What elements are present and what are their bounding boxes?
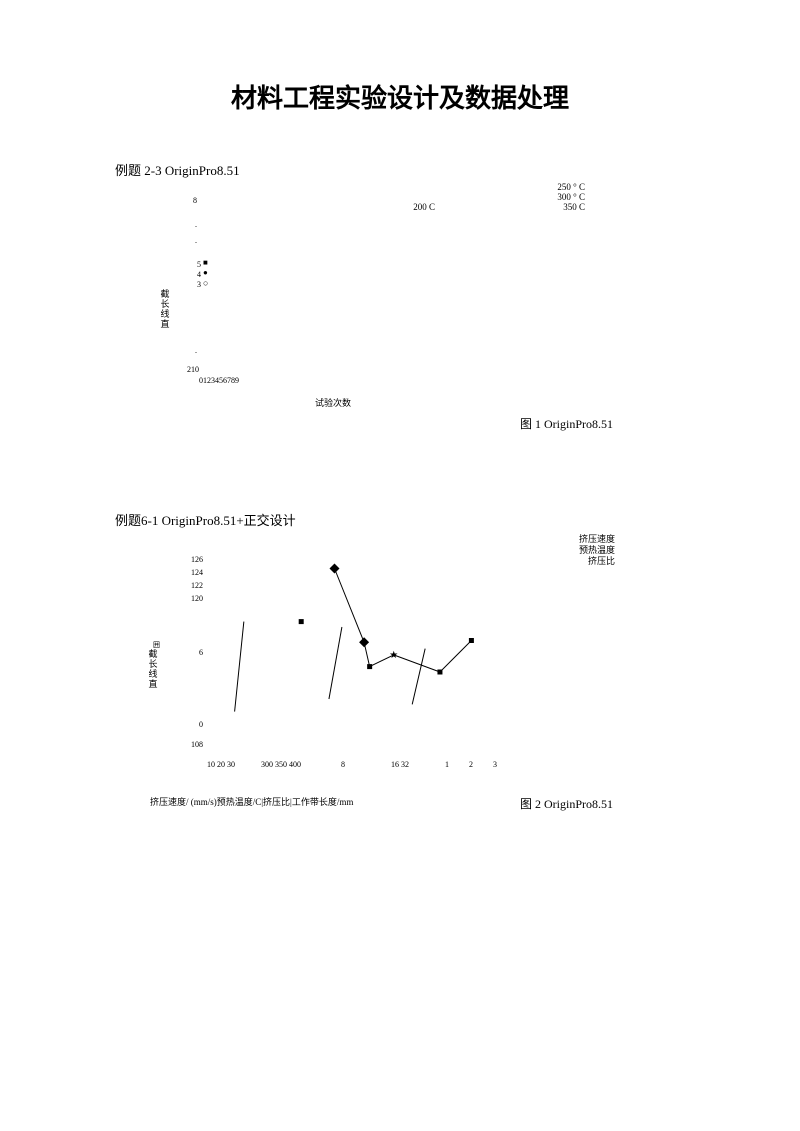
chart1-marker-1: ●	[203, 268, 208, 277]
chart1-caption: 图 1 OriginPro8.51	[520, 415, 613, 432]
chart2-xtick-3: 16 32	[391, 760, 409, 769]
chart2-xtick-6: 3	[493, 760, 497, 769]
chart2-ylabel-extra: 囲	[153, 640, 160, 650]
chart2-caption: 图 2 OriginPro8.51	[520, 795, 613, 812]
chart2-xtick-0: 10 20 30	[207, 760, 235, 769]
chart2-xtick-5: 2	[469, 760, 473, 769]
chart1: 250 ° C 300 ° C 350 C 200 C 8 5 4 3 210 …	[185, 190, 555, 390]
chart1-legend-0: 250 ° C	[557, 182, 585, 192]
chart1-ytick-u2: .	[179, 236, 197, 245]
chart1-ytick-l1: .	[179, 346, 197, 355]
chart2-legend-2: 挤压比	[588, 554, 615, 567]
chart1-marker-0: ■	[203, 258, 208, 267]
chart2: 挤压速度 预热温度 挤压比 截长线直 囲 12612412212060108 1…	[175, 540, 585, 780]
chart1-ytick-m1: 4	[183, 270, 201, 279]
chart2-xlabel: 挤压速度/ (mm/s)预热温度/C|挤压比|工作带长度/mm	[150, 795, 353, 808]
chart1-ytick-bot: 210	[175, 365, 199, 374]
chart1-ytick-m0: 5	[183, 260, 201, 269]
chart1-ytick-u1: .	[179, 220, 197, 229]
chart2-plot: ★	[175, 540, 585, 750]
section2-heading: 例题6-1 OriginPro8.51+正交设计	[115, 510, 296, 529]
chart2-xtick-1: 300 350 400	[261, 760, 301, 769]
chart1-ytick-top: 8	[179, 196, 197, 205]
section1-heading: 例题 2-3 OriginPro8.51	[115, 160, 240, 179]
page-title: 材料工程实验设计及数据处理	[0, 78, 800, 115]
chart1-marker-2: ○	[203, 278, 208, 288]
chart2-xtick-4: 1	[445, 760, 449, 769]
chart2-ylabel: 截长线直	[147, 650, 159, 690]
chart1-ylabel: 截长线直	[159, 290, 171, 330]
chart1-legend-2: 350 C	[563, 202, 585, 212]
chart1-annot: 200 C	[413, 202, 435, 212]
svg-text:★: ★	[389, 650, 398, 661]
chart2-xtick-2: 8	[341, 760, 345, 769]
chart1-xlabel: 试验次数	[315, 396, 351, 409]
chart1-legend-1: 300 ° C	[557, 192, 585, 202]
chart1-ytick-m2: 3	[183, 280, 201, 289]
chart1-xticks: 0123456789	[199, 376, 239, 385]
